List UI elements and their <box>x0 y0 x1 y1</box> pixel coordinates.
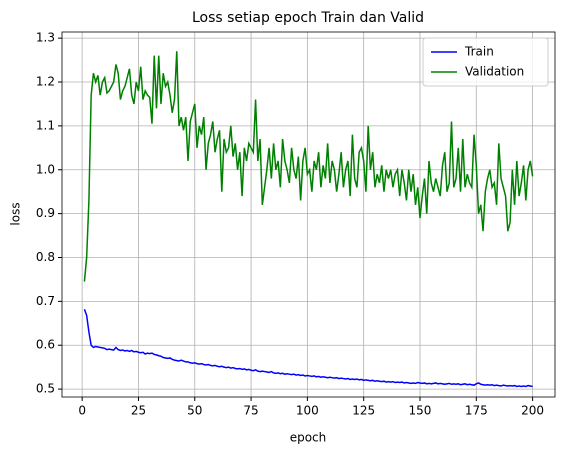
y-tick-label: 1.1 <box>36 118 55 132</box>
y-tick-label: 0.7 <box>36 294 55 308</box>
y-axis-label: loss <box>9 202 23 225</box>
legend-label: Train <box>464 45 494 59</box>
x-tick-label: 75 <box>243 404 258 418</box>
chart-title: Loss setiap epoch Train dan Valid <box>192 10 424 26</box>
y-tick-label: 1.0 <box>36 162 55 176</box>
legend-box <box>422 37 549 87</box>
x-axis-label: epoch <box>290 431 327 445</box>
x-tick-label: 100 <box>296 404 319 418</box>
x-tick-label: 150 <box>409 404 432 418</box>
line-series <box>83 309 533 388</box>
y-tick-label: 0.9 <box>36 206 55 220</box>
plot-frame <box>61 31 556 398</box>
legend-label: Validation <box>465 65 524 79</box>
x-tick-label: 125 <box>352 404 375 418</box>
x-tick-label: 200 <box>521 404 544 418</box>
x-tick-label: 25 <box>131 404 146 418</box>
y-tick-label: 0.6 <box>36 338 55 352</box>
x-tick-label: 50 <box>187 404 202 418</box>
legend: Train Validation <box>422 37 549 87</box>
y-tick-label: 1.3 <box>36 31 55 45</box>
y-tick-label: 0.8 <box>36 250 55 264</box>
x-tick-label: 175 <box>465 404 488 418</box>
line-series <box>83 51 534 282</box>
x-tick-label: 0 <box>78 404 86 418</box>
y-tick-label: 0.5 <box>36 382 55 396</box>
y-tick-label: 1.2 <box>36 75 55 89</box>
